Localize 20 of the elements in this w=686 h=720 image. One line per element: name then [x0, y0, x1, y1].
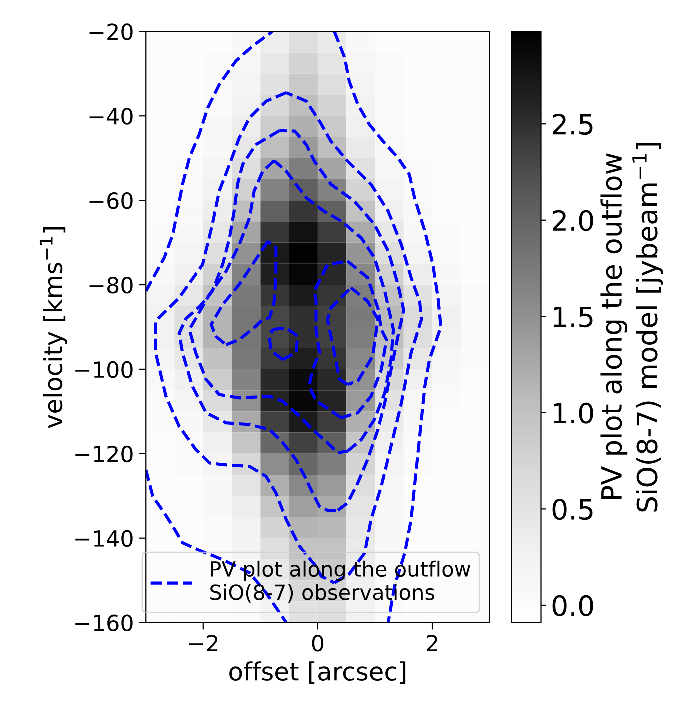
y-tick-label: −140 [76, 530, 133, 548]
y-axis-title: velocity [kms$^{−1}$] [40, 228, 68, 428]
y-tick-label: −80 [90, 276, 133, 294]
color-bar-label: 0.5 [552, 499, 593, 520]
x-axis-title: offset [arcsec] [230, 662, 406, 684]
x-tick-label: 0 [312, 635, 324, 652]
color-bar-label: 1.5 [554, 306, 593, 328]
y-tick-label: −160 [76, 614, 133, 632]
color-bar-title: PV plot along the outflow SiO(8-7) model [jybeam$^{−1}$] [600, 143, 664, 512]
color-bar-label: 2.0 [553, 210, 594, 232]
color-bar-label: 2.5 [553, 114, 593, 136]
x-tick-label: 2 [427, 635, 438, 652]
y-tick-label: −40 [90, 108, 133, 125]
color-bar-label: 0.0 [552, 595, 594, 616]
y-tick-label: −60 [90, 192, 133, 210]
y-tick-label: −20 [90, 24, 133, 40]
x-tick-label: −2 [189, 635, 218, 652]
y-tick-label: −100 [76, 361, 133, 378]
y-tick-label: −120 [76, 446, 133, 463]
color-bar-label: 1.0 [554, 402, 594, 424]
